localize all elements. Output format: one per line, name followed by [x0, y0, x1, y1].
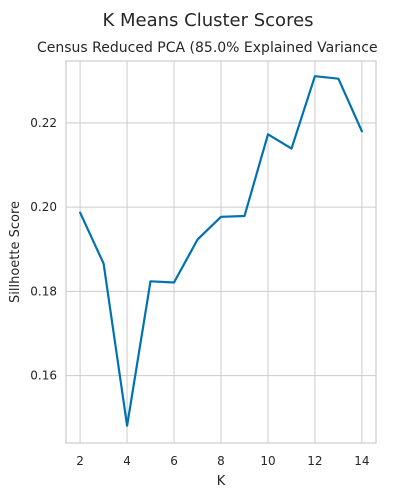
y-tick-label: 0.18 — [30, 284, 57, 298]
x-tick-label: 8 — [217, 454, 225, 468]
x-tick-labels: 2 4 6 8 10 12 14 — [76, 454, 369, 468]
y-tick-labels: 0.16 0.18 0.20 0.22 — [30, 116, 57, 383]
series-line — [78, 75, 363, 427]
x-axis-label: K — [217, 474, 226, 489]
grid-lines — [66, 61, 376, 443]
x-tick-label: 6 — [170, 454, 178, 468]
chart-subtitle: Census Reduced PCA (85.0% Explained Vari… — [37, 40, 378, 56]
x-tick-label: 2 — [76, 454, 84, 468]
chart-title: K Means Cluster Scores — [102, 10, 313, 31]
x-tick-label: 4 — [123, 454, 131, 468]
y-tick-label: 0.16 — [30, 369, 57, 383]
y-tick-label: 0.22 — [30, 116, 57, 130]
x-tick-label: 12 — [307, 454, 322, 468]
y-axis-label: Sillhoette Score — [8, 201, 23, 303]
plot-area — [65, 60, 377, 444]
x-tick-label: 10 — [260, 454, 275, 468]
y-tick-label: 0.20 — [30, 200, 57, 214]
x-tick-label: 14 — [354, 454, 369, 468]
line-series — [78, 75, 363, 427]
